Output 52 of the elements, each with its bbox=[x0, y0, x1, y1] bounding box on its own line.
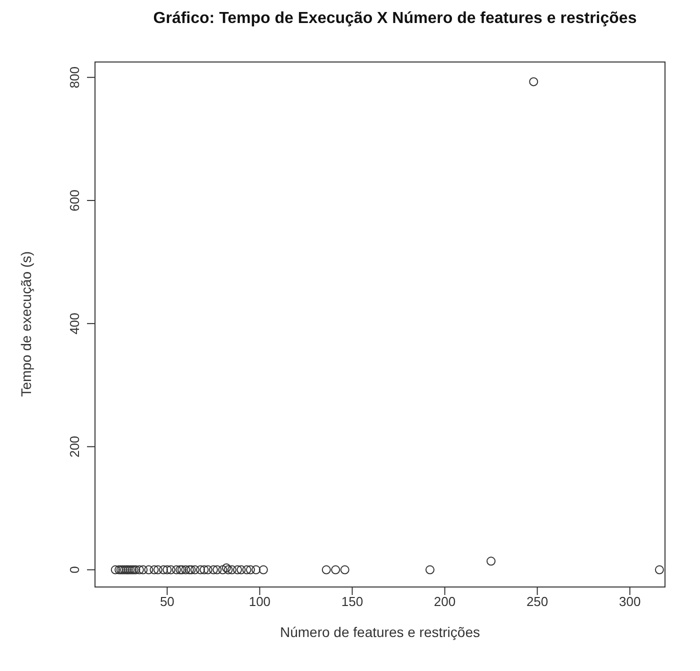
point bbox=[190, 565, 200, 574]
x-tick-label: 200 bbox=[434, 594, 456, 610]
y-tick-label: 200 bbox=[67, 436, 82, 458]
point bbox=[331, 565, 340, 574]
point bbox=[218, 565, 228, 574]
point bbox=[252, 565, 261, 574]
point bbox=[236, 565, 246, 574]
point bbox=[131, 565, 140, 574]
x-axis-title: Número de features e restrições bbox=[279, 624, 481, 640]
point bbox=[118, 565, 128, 574]
point bbox=[110, 565, 120, 574]
point bbox=[144, 565, 154, 574]
point bbox=[222, 563, 231, 572]
chart-title: Gráfico: Tempo de Execução X Número de features e restrições bbox=[152, 10, 638, 28]
point bbox=[246, 565, 255, 574]
point bbox=[150, 565, 159, 574]
y-tick-label: 0 bbox=[67, 566, 82, 574]
y-tick-label: 400 bbox=[67, 312, 82, 334]
point bbox=[212, 565, 222, 574]
point bbox=[186, 565, 196, 574]
y-axis-title: Tempo de execução (s) bbox=[18, 251, 34, 397]
point bbox=[138, 565, 148, 574]
point bbox=[425, 565, 434, 574]
point bbox=[233, 565, 242, 574]
x-tick-label: 300 bbox=[618, 594, 641, 610]
point bbox=[203, 565, 212, 574]
point bbox=[224, 565, 233, 574]
x-tick-label: 50 bbox=[160, 594, 174, 610]
point bbox=[258, 565, 268, 574]
point bbox=[162, 565, 172, 574]
point bbox=[486, 556, 496, 566]
point bbox=[654, 565, 664, 574]
x-tick-label: 250 bbox=[526, 594, 548, 610]
x-tick-label: 100 bbox=[248, 594, 271, 610]
point bbox=[181, 565, 190, 574]
point bbox=[200, 565, 209, 574]
y-tick-label: 600 bbox=[67, 190, 82, 212]
point bbox=[196, 565, 205, 574]
point bbox=[208, 565, 218, 574]
point bbox=[242, 565, 252, 574]
point bbox=[529, 77, 538, 86]
point bbox=[340, 565, 350, 574]
x-tick-label: 150 bbox=[341, 594, 364, 610]
point bbox=[134, 565, 144, 574]
y-tick-label: 800 bbox=[67, 66, 82, 88]
point bbox=[172, 565, 181, 574]
point bbox=[184, 565, 194, 574]
point bbox=[322, 565, 331, 574]
point bbox=[227, 565, 236, 574]
point bbox=[158, 565, 168, 574]
point bbox=[153, 565, 162, 574]
point bbox=[166, 565, 176, 574]
